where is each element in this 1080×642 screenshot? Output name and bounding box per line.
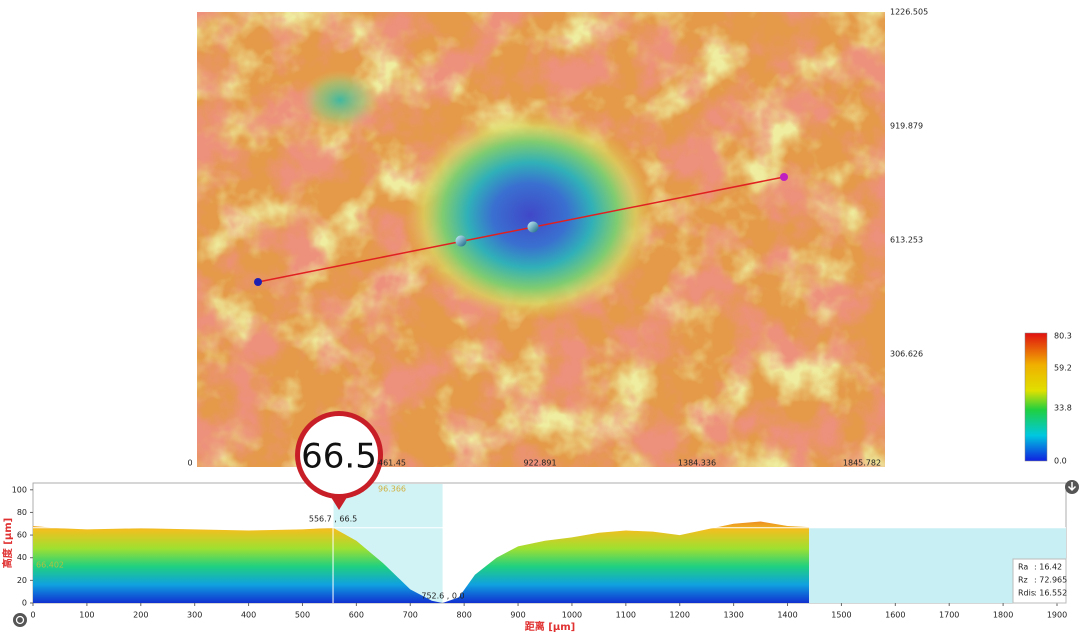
x-tick-label: 100	[79, 611, 94, 620]
x-tick-label: 1200	[670, 611, 690, 620]
x-tick-label: 600	[349, 611, 364, 620]
y-tick-label: 60	[17, 531, 27, 540]
roughness-value: : 16.552	[1034, 589, 1067, 598]
roughness-label: Rdis	[1018, 589, 1035, 598]
refresh-icon[interactable]	[13, 613, 27, 627]
x-tick-label: 700	[403, 611, 418, 620]
colorbar-label: 0.0	[1054, 457, 1067, 466]
map-x-label: 461.45	[378, 459, 406, 468]
x-tick-label: 200	[133, 611, 148, 620]
x-tick-label: 1500	[831, 611, 851, 620]
height-map	[197, 12, 885, 467]
roughness-label: Rz	[1018, 576, 1028, 585]
x-tick-label: 400	[241, 611, 256, 620]
y-tick-label: 20	[17, 576, 27, 585]
x-tick-label: 1800	[993, 611, 1013, 620]
colorbar-label: 33.8	[1054, 404, 1072, 413]
y-tick-label: 80	[17, 508, 27, 517]
map-y-label: 306.626	[890, 350, 923, 359]
x-tick-label: 1700	[939, 611, 959, 620]
colorbar-label: 80.3	[1054, 332, 1072, 341]
map-x-label: 0	[187, 459, 192, 468]
profile-line	[254, 173, 788, 286]
map-y-label: 613.253	[890, 236, 923, 245]
x-tick-label: 1600	[885, 611, 905, 620]
map-x-label: 922.891	[523, 459, 556, 468]
collapse-icon[interactable]	[1065, 480, 1079, 494]
roughness-value: : 16.42	[1034, 563, 1062, 572]
colorbar	[1024, 332, 1048, 462]
y-tick-label: 0	[22, 599, 27, 608]
x-tick-label: 0	[30, 611, 35, 620]
roughness-value: : 72.965	[1034, 576, 1067, 585]
point-label: 556.7 , 66.5	[309, 515, 357, 524]
colorbar-label: 59.2	[1054, 364, 1072, 373]
y-tick-label: 40	[17, 553, 27, 562]
axis-label: 距离 [μm]	[525, 620, 575, 633]
map-x-label: 1845.782	[843, 459, 881, 468]
map-x-label: 1384.336	[678, 459, 716, 468]
map-y-label: 919.879	[890, 122, 923, 131]
x-tick-label: 500	[295, 611, 310, 620]
y-tick-label: 100	[12, 485, 27, 494]
x-tick-label: 1400	[777, 611, 797, 620]
profile-area	[33, 521, 810, 603]
level-label: 66.402	[36, 561, 64, 570]
x-tick-label: 1300	[723, 611, 743, 620]
roughness-panel	[1012, 558, 1067, 604]
callout-inner	[300, 416, 379, 494]
x-tick-label: 1100	[616, 611, 636, 620]
x-tick-label: 300	[187, 611, 202, 620]
depth-label: 96.366	[378, 485, 406, 494]
x-tick-label: 900	[510, 611, 525, 620]
x-tick-label: 1900	[1047, 611, 1067, 620]
x-tick-label: 1000	[562, 611, 582, 620]
axis-label: 高度 [μm]	[1, 518, 14, 568]
min-label: 752.6 , 0.0	[421, 592, 464, 601]
callout-value: 66.5	[301, 437, 377, 477]
roughness-label: Ra	[1018, 563, 1028, 572]
x-tick-label: 800	[457, 611, 472, 620]
map-y-label: 1226.505	[890, 8, 928, 17]
